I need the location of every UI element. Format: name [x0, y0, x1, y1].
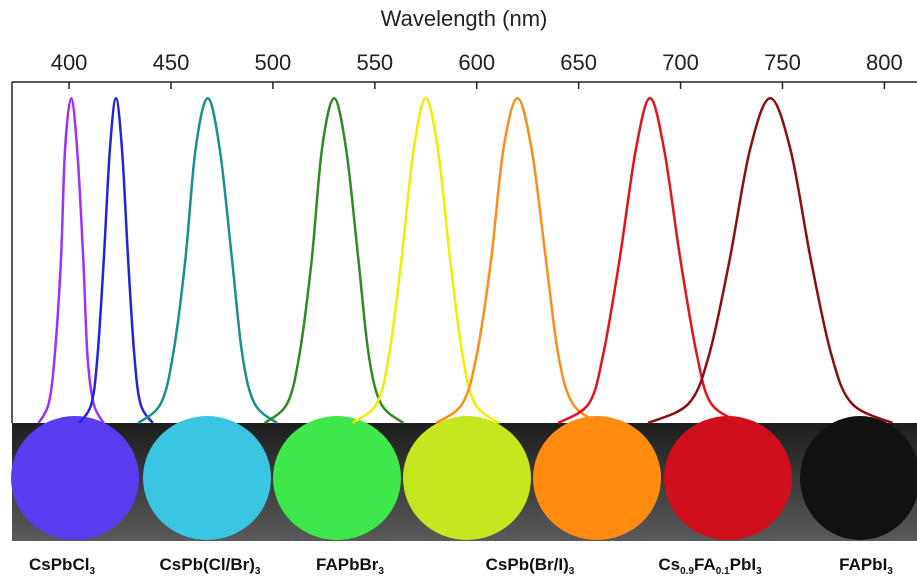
- photo-label: FAPbBr3: [316, 555, 384, 577]
- vial: [533, 416, 661, 540]
- x-tick-label: 650: [560, 50, 597, 75]
- label-part: CsPb(Br/I): [486, 555, 569, 574]
- x-tick-label: 700: [662, 50, 699, 75]
- x-tick-label: 600: [458, 50, 495, 75]
- x-tick-label: 400: [51, 50, 88, 75]
- spectrum-line: [263, 96, 405, 425]
- label-part: 0.9: [680, 566, 694, 577]
- label-part: PbI: [730, 555, 756, 574]
- label-part: 3: [756, 566, 762, 577]
- label-part: CsPb(Cl/Br): [160, 555, 255, 574]
- label-part: CsPbCl: [29, 555, 89, 574]
- vial: [800, 416, 917, 540]
- label-part: 3: [569, 566, 575, 577]
- spectrum-line: [435, 96, 600, 425]
- spectrum-line: [557, 96, 743, 425]
- photo-label: CsPb(Cl/Br)3: [160, 555, 261, 577]
- x-tick-label: 750: [764, 50, 801, 75]
- spectrum-line: [78, 96, 154, 424]
- label-part: FA: [694, 555, 716, 574]
- label-part: 3: [255, 566, 261, 577]
- photo-label: CsPb(Br/I)3: [486, 555, 575, 577]
- x-tick-label: 800: [866, 50, 903, 75]
- vial: [403, 416, 531, 540]
- vial: [664, 416, 792, 540]
- photo-label: CsPbCl3: [29, 555, 95, 577]
- label-part: Cs: [658, 555, 680, 574]
- spectrum-line: [351, 96, 500, 425]
- x-tick-label: 550: [356, 50, 393, 75]
- label-part: 3: [378, 566, 384, 577]
- spectrum-line: [647, 96, 894, 425]
- spectrum-line: [37, 96, 105, 424]
- label-part: FAPbI: [839, 555, 887, 574]
- x-tick-label: 450: [153, 50, 190, 75]
- x-tick-label: 500: [255, 50, 292, 75]
- label-part: 3: [89, 566, 95, 577]
- vials: [11, 416, 917, 540]
- label-part: 3: [887, 566, 893, 577]
- vial: [273, 416, 401, 540]
- photo-label: FAPbI3: [839, 555, 893, 577]
- vial: [143, 416, 271, 540]
- label-part: FAPbBr: [316, 555, 379, 574]
- x-axis-title: Wavelength (nm): [381, 6, 548, 31]
- spectrum-line: [137, 96, 278, 425]
- label-part: 0.1: [716, 566, 730, 577]
- vial: [11, 416, 139, 540]
- photo-label: Cs0.9FA0.1PbI3: [658, 555, 762, 577]
